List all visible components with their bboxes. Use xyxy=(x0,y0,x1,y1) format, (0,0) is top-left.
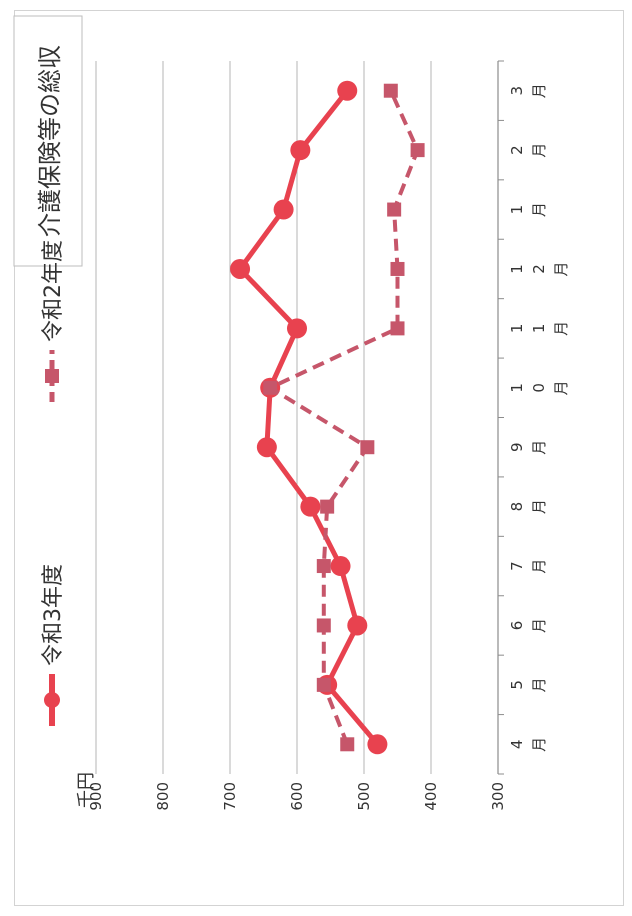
legend-label-r3: 令和3年度 xyxy=(41,564,66,666)
x-axis xyxy=(497,60,504,775)
chart-title: 介護保険等の総収 xyxy=(36,45,64,237)
data-point xyxy=(410,143,425,158)
data-point xyxy=(340,737,355,752)
data-point xyxy=(256,437,277,458)
y-tick-label: 900 xyxy=(87,782,105,811)
y-tick-label: 300 xyxy=(489,782,507,811)
legend-marker-r2 xyxy=(45,369,59,383)
data-point xyxy=(330,556,351,577)
x-axis-ticks: 4 月 5 月 6 月 7 月 8 月 9 月 1 0 月 1 1 月 1 2 月 1 月 2 月 3 月 xyxy=(508,83,570,752)
data-point xyxy=(290,140,311,161)
data-point xyxy=(347,615,368,636)
data-point xyxy=(273,199,294,220)
data-point xyxy=(383,83,398,98)
data-point xyxy=(367,734,388,755)
series-line-1 xyxy=(268,89,420,746)
legend: 令和3年度 令和2年度 xyxy=(41,240,66,726)
data-point xyxy=(287,318,307,339)
data-point xyxy=(387,202,402,217)
data-point xyxy=(316,677,331,692)
data-point xyxy=(316,618,331,633)
data-point xyxy=(390,321,405,336)
data-point xyxy=(263,380,278,395)
y-tick-label: 400 xyxy=(422,782,440,811)
chart-title-box xyxy=(13,15,83,267)
series-group xyxy=(230,80,425,755)
legend-label-r2: 令和2年度 xyxy=(41,240,66,342)
data-point xyxy=(360,440,375,455)
chart-frame xyxy=(14,10,624,906)
data-point xyxy=(320,499,335,514)
y-tick-label: 500 xyxy=(355,782,373,811)
unit-label: 千円 xyxy=(76,772,97,808)
series-line-0 xyxy=(237,89,380,746)
data-point xyxy=(300,496,321,517)
legend-marker-r3 xyxy=(44,692,60,708)
data-point xyxy=(337,80,358,101)
data-point xyxy=(316,559,331,574)
y-tick-label: 600 xyxy=(288,782,306,811)
y-tick-label: 700 xyxy=(221,782,239,811)
data-point xyxy=(390,261,405,276)
data-point xyxy=(230,258,251,279)
y-tick-label: 800 xyxy=(154,782,172,811)
gridlines xyxy=(95,61,432,774)
y-axis-ticks: 300 400 500 600 700 800 900 xyxy=(87,782,507,811)
